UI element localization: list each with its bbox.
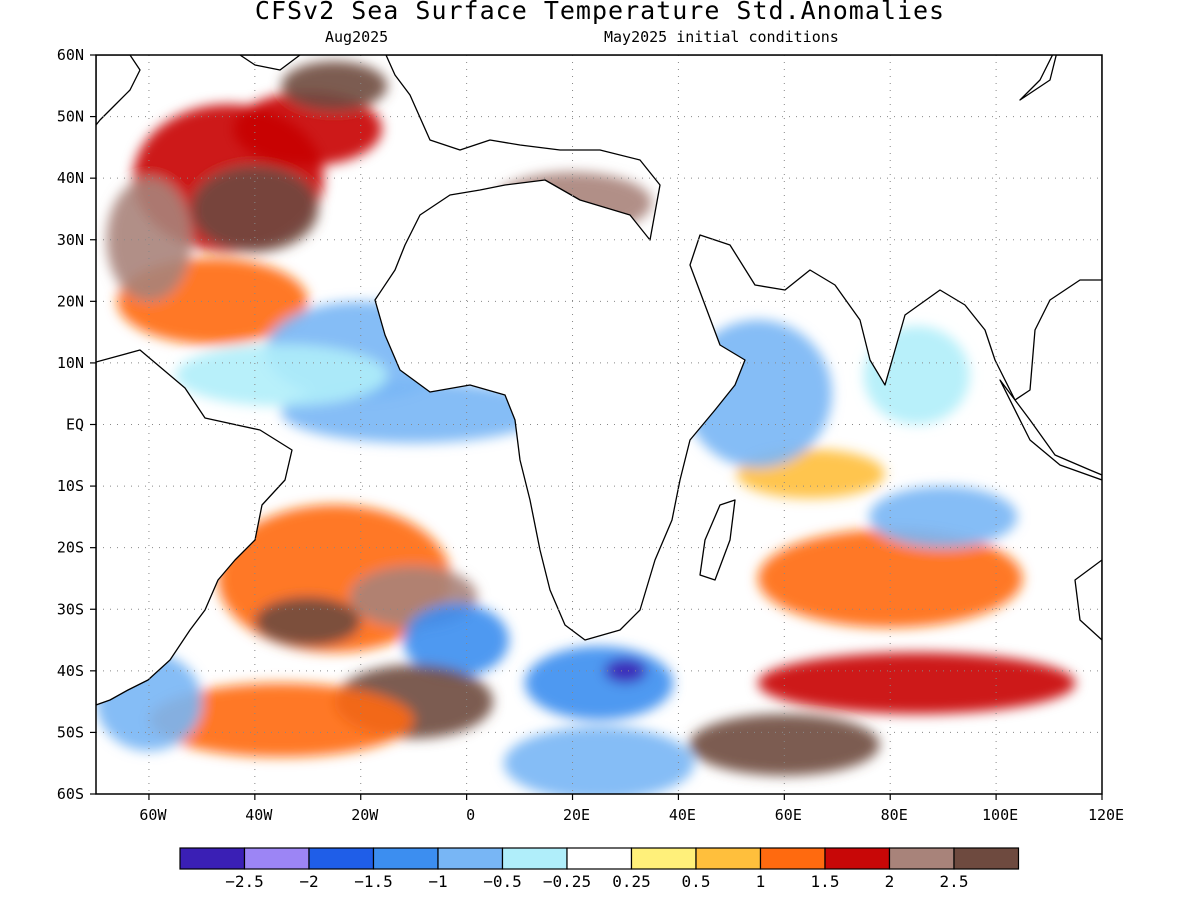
lon-tick-label: 20W [351, 806, 379, 824]
colorbar-label: 1.5 [811, 872, 840, 891]
lon-tick-label: 40W [245, 806, 273, 824]
land-australia [1074, 559, 1102, 641]
colorbar-label: −2 [299, 872, 318, 891]
land-masses [96, 55, 1102, 706]
valid-month-label: Aug2025 [325, 28, 389, 46]
land-new-zealand-tip [1019, 55, 1057, 101]
lat-tick-label: 20S [57, 539, 84, 557]
lon-tick-label: 40E [669, 806, 696, 824]
lat-tick-label: 40S [57, 662, 84, 680]
lon-tick-label: 120E [1088, 806, 1124, 824]
lat-tick-label: 30N [57, 231, 84, 249]
colorbar-swatch [437, 847, 504, 870]
anomaly-region-22 [869, 486, 1018, 548]
anomaly-region-12 [403, 603, 509, 677]
anomaly-region-18 [503, 726, 695, 794]
anomaly-field [96, 61, 1076, 794]
colorbar: −2.5 −2 −1.5 −1 −0.5 −0.25 0.25 0.5 1 1.5 2 2.5 [179, 847, 1020, 891]
colorbar-swatch [566, 847, 633, 870]
colorbar-swatch [759, 847, 826, 870]
colorbar-label: 2.5 [940, 872, 969, 891]
land-greenland-tip [239, 55, 301, 71]
lat-tick-label: 40N [57, 169, 84, 187]
colorbar-label: −0.25 [543, 872, 591, 891]
lon-tick-label: 60E [775, 806, 802, 824]
lat-tick-label: 50S [57, 723, 84, 741]
initial-conditions-label: May2025 initial conditions [604, 28, 839, 46]
colorbar-label: −2.5 [225, 872, 264, 891]
lat-tick-label: 30S [57, 600, 84, 618]
colorbar-label: 0.25 [612, 872, 651, 891]
anomaly-region-19 [689, 713, 880, 776]
colorbar-swatch [308, 847, 375, 870]
lat-tick-label: 10N [57, 354, 84, 372]
colorbar-swatch [824, 847, 891, 870]
lat-tick-label: 60N [57, 46, 84, 64]
colorbar-swatch [243, 847, 310, 870]
colorbar-swatch [179, 847, 246, 870]
colorbar-swatch [630, 847, 697, 870]
anomaly-region-20 [757, 652, 1076, 714]
colorbar-label: −0.5 [483, 872, 522, 891]
anomaly-region-21 [757, 529, 1023, 628]
latitude-axis: 60N 50N 40N 30N 20N 10N EQ 10S 20S 30S 40S 50S 60S [57, 46, 96, 803]
colorbar-swatch [501, 847, 568, 870]
anomaly-region-10 [254, 596, 361, 647]
anomaly-region-17 [604, 658, 647, 684]
lon-tick-label: 60W [139, 806, 167, 824]
land-africa-eurasia [374, 55, 1102, 641]
land-madagascar [699, 499, 736, 581]
lon-tick-label: 80E [881, 806, 908, 824]
anomaly-region-3 [281, 61, 388, 111]
colorbar-label: 1 [756, 872, 766, 891]
colorbar-label: −1.5 [354, 872, 393, 891]
anomaly-region-1 [191, 165, 319, 253]
lon-tick-label: 0 [466, 806, 475, 824]
colorbar-swatch [695, 847, 762, 870]
anomaly-region-14 [148, 683, 414, 758]
colorbar-swatch [888, 847, 955, 870]
anomaly-region-2 [233, 91, 382, 166]
longitude-axis: 60W 40W 20W 0 20E 40E 60E 80E 100E 120E [139, 794, 1124, 824]
anomaly-region-8 [175, 344, 388, 407]
lat-tick-label: 50N [57, 108, 84, 126]
lat-tick-label: 10S [57, 477, 84, 495]
anomaly-region-16 [524, 646, 674, 721]
lat-tick-label: 60S [57, 785, 84, 803]
land-sumatra-java [999, 379, 1102, 481]
lat-tick-label: EQ [66, 416, 84, 434]
colorbar-swatch [372, 847, 439, 870]
lat-tick-label: 20N [57, 292, 84, 310]
colorbar-label: 0.5 [682, 872, 711, 891]
colorbar-label: 2 [885, 872, 895, 891]
anomaly-region-5 [106, 178, 192, 302]
colorbar-label: −1 [428, 872, 447, 891]
colorbar-swatch [953, 847, 1020, 870]
land-south-america [96, 349, 293, 706]
lon-tick-label: 100E [982, 806, 1018, 824]
lon-tick-label: 20E [563, 806, 590, 824]
map-title: CFSv2 Sea Surface Temperature Std.Anomal… [254, 0, 946, 25]
